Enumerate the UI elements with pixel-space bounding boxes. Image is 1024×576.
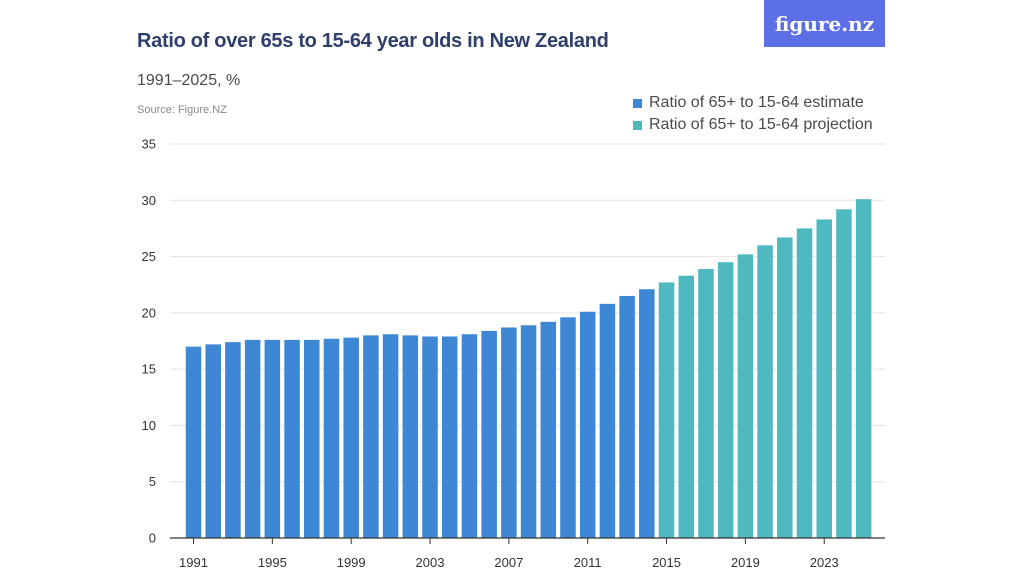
bar-estimate-2005	[461, 334, 478, 538]
bar-estimate-2008	[520, 325, 537, 538]
bar-estimate-2004	[441, 336, 458, 538]
bar-projection-2025	[855, 199, 872, 538]
bar-estimate-1997	[304, 339, 320, 538]
bar-projection-2016	[678, 275, 694, 538]
chart-title: Ratio of over 65s to 15-64 year olds in …	[137, 30, 609, 52]
bar-estimate-1992	[205, 344, 221, 538]
figure-nz-logo[interactable]: figure.nz	[764, 0, 885, 47]
bar-projection-2019	[737, 254, 754, 538]
x-tick-label-2019: 2019	[731, 555, 760, 570]
bar-estimate-2002	[402, 335, 419, 538]
bar-estimate-1993	[225, 342, 241, 538]
x-tick-label-2007: 2007	[494, 555, 523, 570]
x-tick-label-2011: 2011	[574, 555, 602, 570]
y-tick-label-25: 25	[142, 249, 156, 264]
x-tick-label-2023: 2023	[810, 555, 839, 570]
y-tick-label-15: 15	[142, 362, 156, 377]
bar-projection-2015	[658, 282, 675, 538]
bar-estimate-1996	[284, 339, 300, 538]
chart-source: Source: Figure.NZ	[137, 104, 227, 116]
bar-estimate-2010	[560, 317, 576, 538]
chart-legend: Ratio of 65+ to 15-64 estimate Ratio of …	[633, 92, 873, 136]
chart-subtitle: 1991–2025, %	[137, 72, 241, 89]
bar-estimate-1998	[323, 338, 340, 538]
bar-estimate-2003	[422, 336, 438, 538]
x-tick-label-1991: 1991	[179, 555, 208, 570]
legend-swatch-estimate	[633, 98, 642, 108]
y-tick-label-35: 35	[142, 137, 156, 152]
bar-projection-2020	[757, 245, 773, 539]
bar-projection-2022	[796, 228, 813, 538]
bar-estimate-2014	[639, 289, 655, 538]
y-tick-label-30: 30	[142, 193, 156, 208]
legend-swatch-projection	[633, 120, 642, 130]
bar-estimate-2011	[579, 311, 596, 538]
bar-estimate-2012	[599, 303, 616, 538]
bar-projection-2021	[777, 237, 793, 539]
x-tick-label-2003: 2003	[416, 555, 445, 570]
y-tick-label-5: 5	[149, 474, 156, 489]
x-tick-label-1995: 1995	[258, 555, 287, 570]
legend-item-projection: Ratio of 65+ to 15-64 projection	[633, 114, 873, 136]
bar-estimate-1994	[244, 339, 261, 538]
bar-estimate-1991	[185, 346, 202, 538]
y-tick-label-10: 10	[142, 418, 156, 433]
legend-label-estimate: Ratio of 65+ to 15-64 estimate	[649, 94, 864, 111]
legend-label-projection: Ratio of 65+ to 15-64 projection	[649, 116, 873, 133]
bar-projection-2024	[836, 209, 852, 538]
bar-estimate-2006	[481, 330, 497, 538]
bar-projection-2023	[816, 219, 832, 538]
x-tick-label-1999: 1999	[337, 555, 366, 570]
legend-item-estimate: Ratio of 65+ to 15-64 estimate	[633, 92, 873, 114]
bar-estimate-1995	[264, 339, 281, 538]
bar-estimate-2001	[382, 334, 399, 538]
bar-estimate-2000	[363, 335, 379, 538]
y-tick-label-20: 20	[142, 305, 156, 320]
bar-estimate-2013	[619, 295, 635, 538]
bar-projection-2017	[698, 268, 714, 538]
bar-estimate-1999	[343, 337, 359, 538]
bar-estimate-2007	[501, 327, 517, 538]
bar-projection-2018	[717, 262, 734, 538]
y-tick-label-0: 0	[149, 531, 156, 546]
bar-estimate-2009	[540, 321, 557, 538]
x-tick-label-2015: 2015	[652, 555, 681, 570]
